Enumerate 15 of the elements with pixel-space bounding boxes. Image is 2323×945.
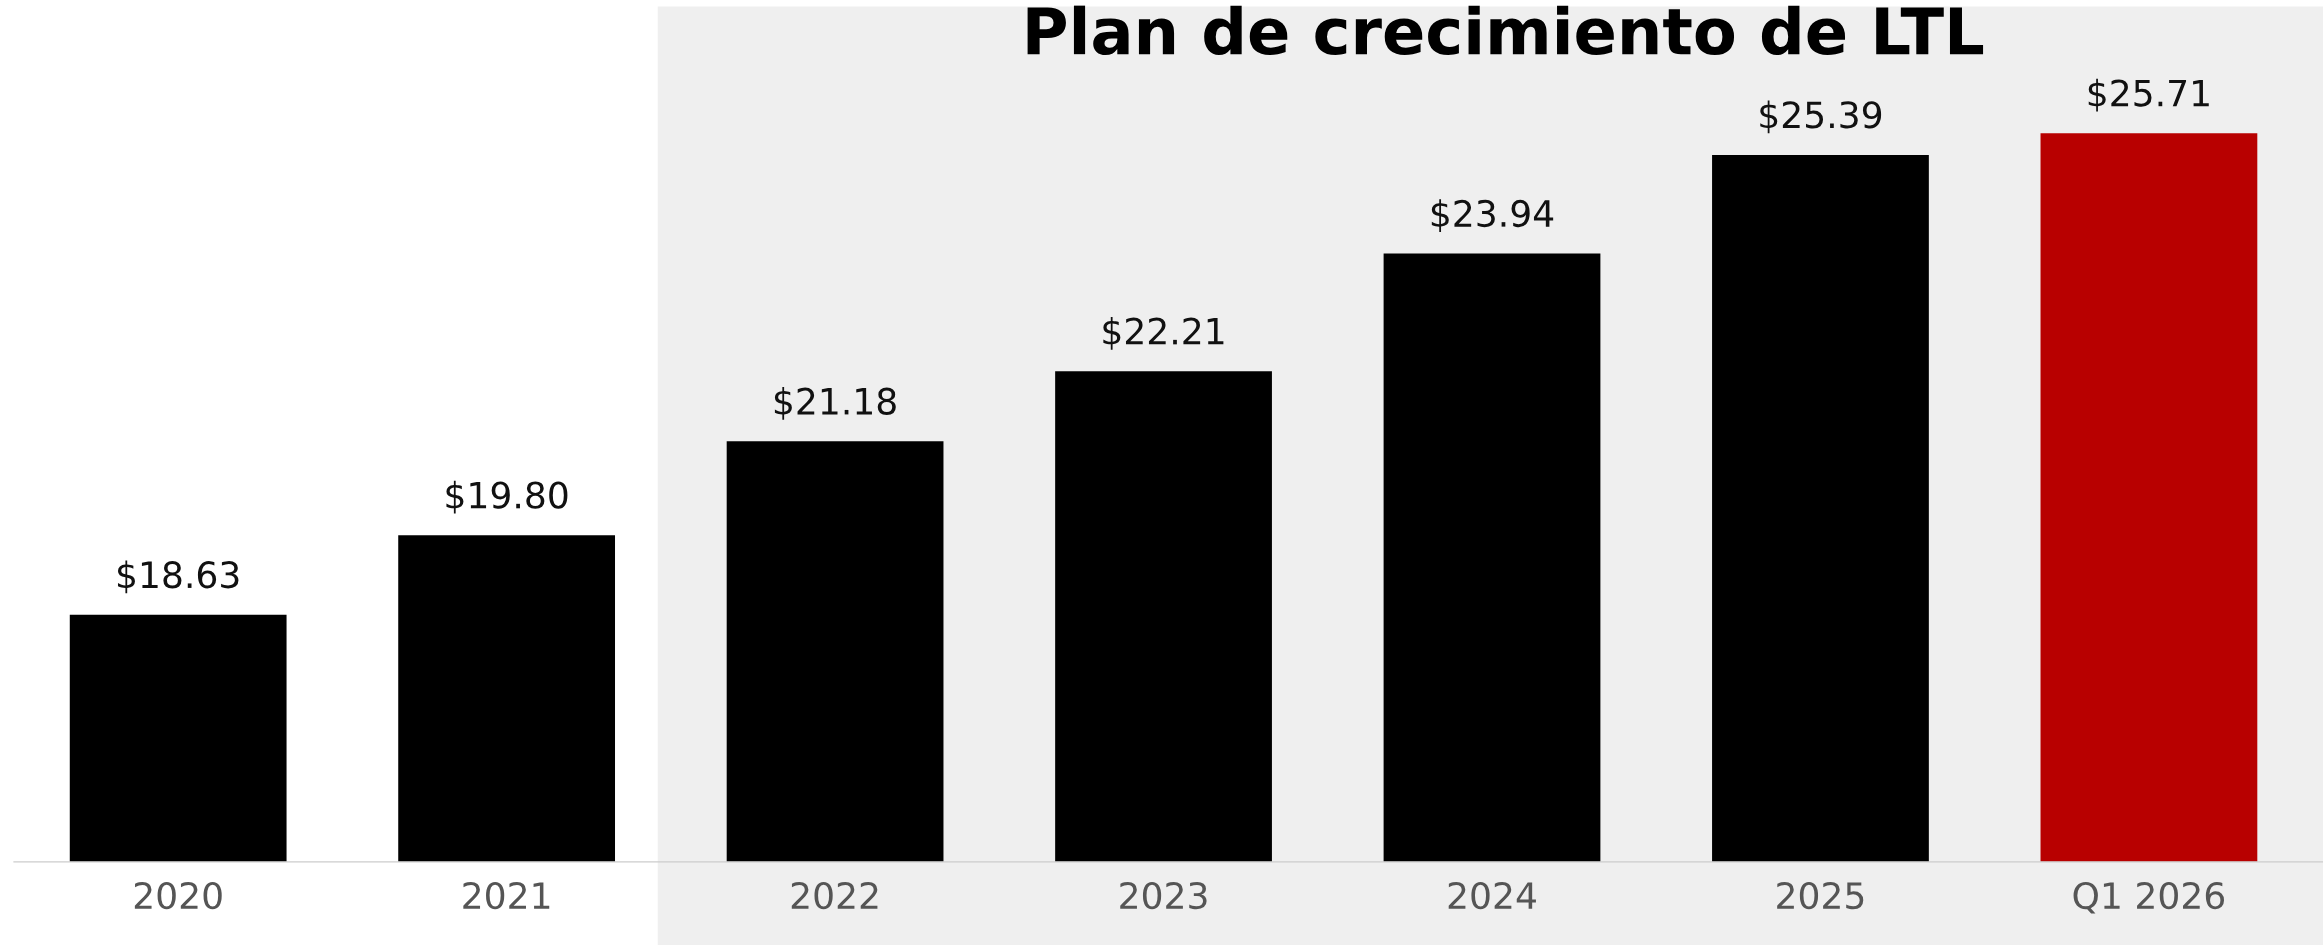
data-label: $23.94 — [1431, 199, 1554, 232]
data-label: $22.21 — [1103, 316, 1224, 350]
x-tick-label: 2022 — [791, 881, 878, 910]
x-tick-label: 2020 — [134, 881, 222, 910]
data-label: $21.18 — [774, 386, 896, 420]
x-tick-label: Q1 2026 — [2073, 881, 2225, 914]
data-label: $25.39 — [1760, 100, 1882, 134]
x-tick-label: 2021 — [463, 881, 550, 910]
x-tick-label: 2024 — [1448, 881, 1536, 910]
x-tick-label: 2025 — [1777, 881, 1864, 910]
data-label: $25.71 — [2088, 78, 2209, 112]
data-label: $18.63 — [117, 560, 239, 594]
data-label: $19.80 — [446, 480, 568, 514]
x-tick-label: 2023 — [1120, 881, 1207, 910]
chart-title: Plan de crecimiento de LTL — [1027, 5, 1984, 56]
